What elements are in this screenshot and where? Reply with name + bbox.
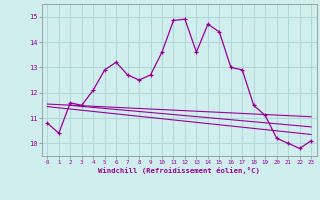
- X-axis label: Windchill (Refroidissement éolien,°C): Windchill (Refroidissement éolien,°C): [98, 167, 260, 174]
